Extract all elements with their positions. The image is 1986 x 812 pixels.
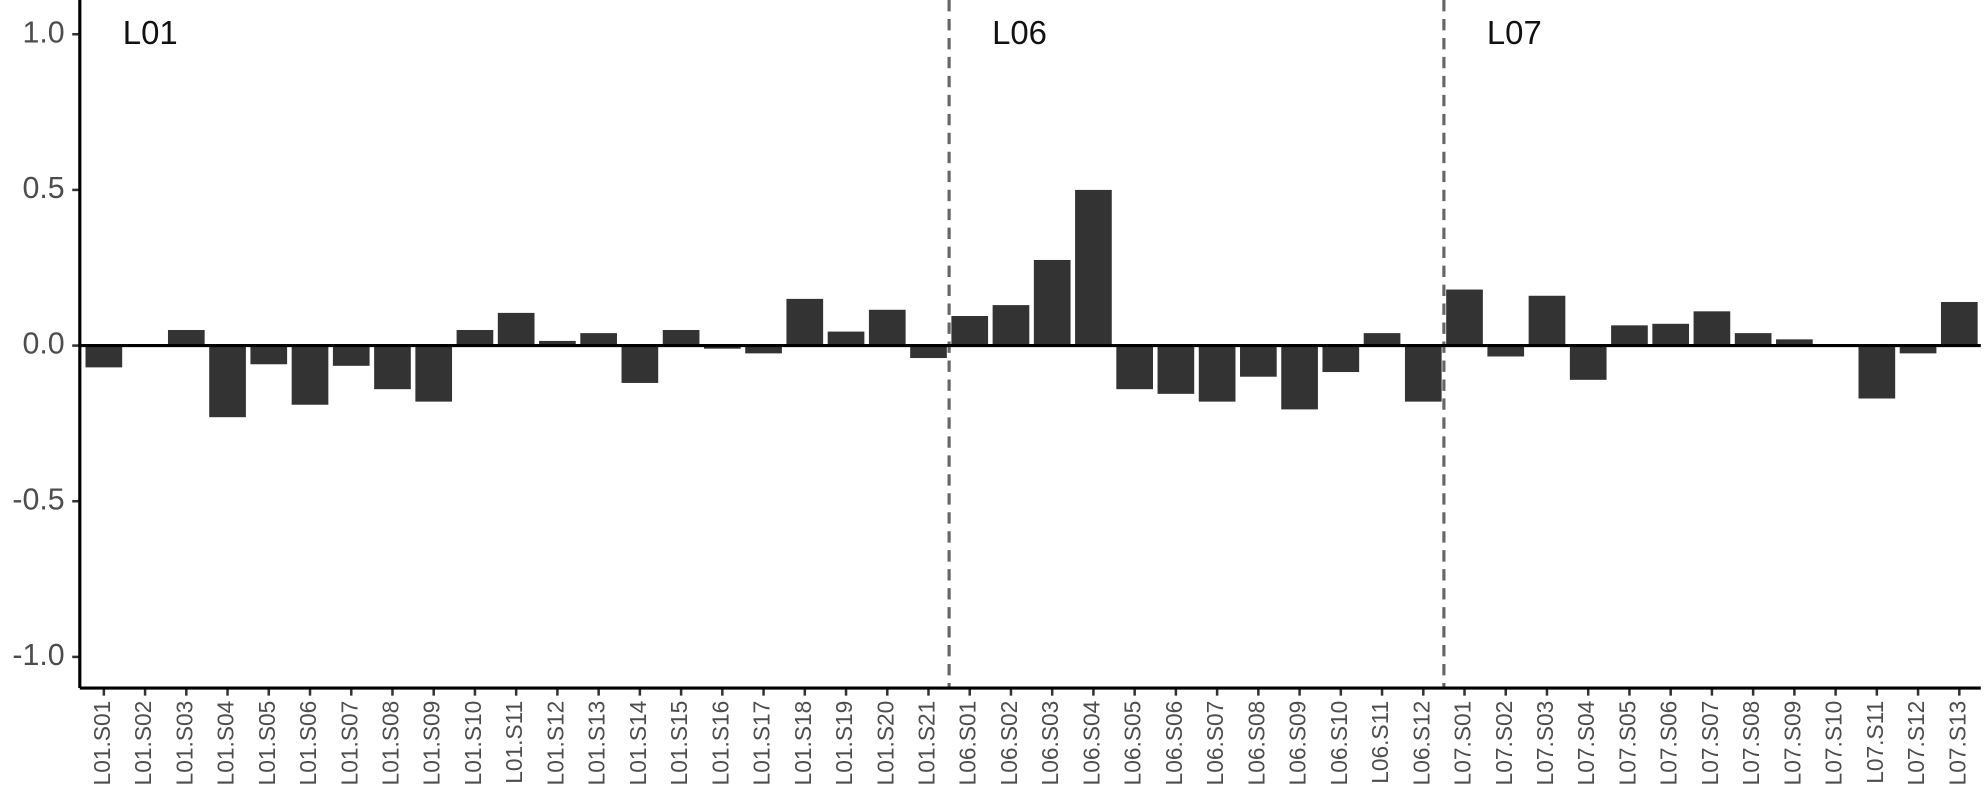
bar xyxy=(786,298,824,346)
bar xyxy=(1363,333,1401,346)
x-tick-label: L06.S10 xyxy=(1326,701,1352,786)
x-tick-label: L01.S08 xyxy=(377,701,403,786)
x-tick-label: L01.S16 xyxy=(707,701,733,786)
bar xyxy=(1776,339,1813,346)
bar xyxy=(621,345,659,383)
x-tick-label: L01.S07 xyxy=(336,701,362,786)
x-tick-label: L01.S13 xyxy=(584,701,610,786)
bar xyxy=(992,305,1030,346)
x-tick-label: L07.S03 xyxy=(1532,701,1558,786)
bar xyxy=(374,345,411,390)
bar xyxy=(1487,345,1525,357)
x-tick-label: L07.S02 xyxy=(1491,701,1517,786)
y-tick-label: -1.0 xyxy=(12,639,64,672)
x-tick-label: L07.S11 xyxy=(1862,701,1888,784)
bar xyxy=(85,345,123,368)
bar xyxy=(1858,345,1896,399)
x-tick-label: L06.S11 xyxy=(1367,701,1393,784)
x-tick-label: L06.S09 xyxy=(1285,701,1311,786)
x-tick-label: L06.S07 xyxy=(1202,701,1228,786)
x-tick-label: L07.S06 xyxy=(1656,701,1682,786)
x-tick-label: L06.S08 xyxy=(1243,701,1269,786)
bar xyxy=(1899,345,1937,354)
bar xyxy=(1322,345,1360,373)
x-tick-label: L01.S05 xyxy=(254,701,280,786)
panel-label: L01 xyxy=(123,14,178,51)
bar xyxy=(332,345,370,366)
x-tick-label: L01.S06 xyxy=(295,701,321,786)
x-tick-label: L01.S02 xyxy=(130,701,156,786)
x-tick-label: L01.S21 xyxy=(914,701,940,786)
bar xyxy=(1734,333,1772,346)
x-tick-label: L07.S08 xyxy=(1738,701,1764,786)
bar xyxy=(1528,295,1566,346)
bar xyxy=(662,330,700,346)
x-tick-label: L07.S04 xyxy=(1573,701,1599,786)
x-tick-label: L01.S11 xyxy=(501,701,527,784)
x-tick-label: L07.S07 xyxy=(1697,701,1723,786)
bar xyxy=(1281,345,1318,410)
bar xyxy=(497,312,535,346)
x-tick-label: L01.S12 xyxy=(542,701,568,786)
bar xyxy=(910,345,947,359)
x-tick-label: L07.S13 xyxy=(1944,701,1970,786)
bar xyxy=(1446,289,1483,346)
x-tick-label: L07.S12 xyxy=(1903,701,1929,786)
x-tick-label: L06.S12 xyxy=(1408,701,1434,786)
x-tick-label: L07.S01 xyxy=(1450,701,1476,786)
bar xyxy=(456,330,494,346)
bar xyxy=(1157,345,1195,394)
bar xyxy=(745,345,782,354)
bar xyxy=(167,330,205,346)
x-tick-label: L01.S20 xyxy=(872,701,898,786)
x-tick-label: L01.S15 xyxy=(666,701,692,786)
x-tick-label: L06.S02 xyxy=(996,701,1022,786)
x-tick-label: L01.S17 xyxy=(749,701,775,786)
x-tick-label: L06.S05 xyxy=(1120,701,1146,786)
x-tick-label: L07.S09 xyxy=(1779,701,1805,786)
y-tick-label: 0.0 xyxy=(22,328,64,361)
bar xyxy=(209,345,246,418)
bar xyxy=(1693,311,1731,346)
x-tick-label: L06.S04 xyxy=(1078,701,1104,786)
x-tick-label: L01.S03 xyxy=(171,701,197,786)
x-tick-label: L01.S19 xyxy=(831,701,857,786)
x-tick-label: L06.S06 xyxy=(1161,701,1187,786)
bar xyxy=(1940,301,1978,346)
bar xyxy=(291,345,329,405)
bar xyxy=(868,309,906,346)
bar xyxy=(1569,345,1607,380)
y-tick-label: 0.5 xyxy=(22,172,64,205)
x-tick-label: L06.S03 xyxy=(1037,701,1063,786)
x-tick-label: L01.S14 xyxy=(625,701,651,786)
x-tick-label: L06.S01 xyxy=(955,701,981,786)
bar xyxy=(250,345,288,365)
bar xyxy=(539,340,576,346)
x-tick-label: L01.S18 xyxy=(790,701,816,786)
bar xyxy=(1404,345,1442,402)
x-tick-label: L01.S10 xyxy=(460,701,486,786)
x-tick-label: L07.S10 xyxy=(1821,701,1847,786)
y-tick-label: -0.5 xyxy=(12,483,64,516)
x-tick-label: L01.S01 xyxy=(89,701,115,786)
panel-label: L07 xyxy=(1487,14,1542,51)
bar xyxy=(1240,345,1277,377)
x-tick-label: L07.S05 xyxy=(1614,701,1640,786)
x-tick-label: L01.S04 xyxy=(213,701,239,786)
bar xyxy=(1611,325,1648,346)
bar xyxy=(580,333,617,346)
bar xyxy=(1116,345,1153,390)
bar xyxy=(1652,323,1690,346)
panel-label: L06 xyxy=(992,14,1047,51)
bar xyxy=(827,331,865,346)
x-tick-label: L01.S09 xyxy=(419,701,445,786)
bar xyxy=(951,316,989,346)
y-tick-label: 1.0 xyxy=(22,16,64,49)
bar xyxy=(1075,189,1112,346)
bar xyxy=(1198,345,1236,402)
bar xyxy=(1033,259,1071,346)
bar xyxy=(415,345,453,402)
